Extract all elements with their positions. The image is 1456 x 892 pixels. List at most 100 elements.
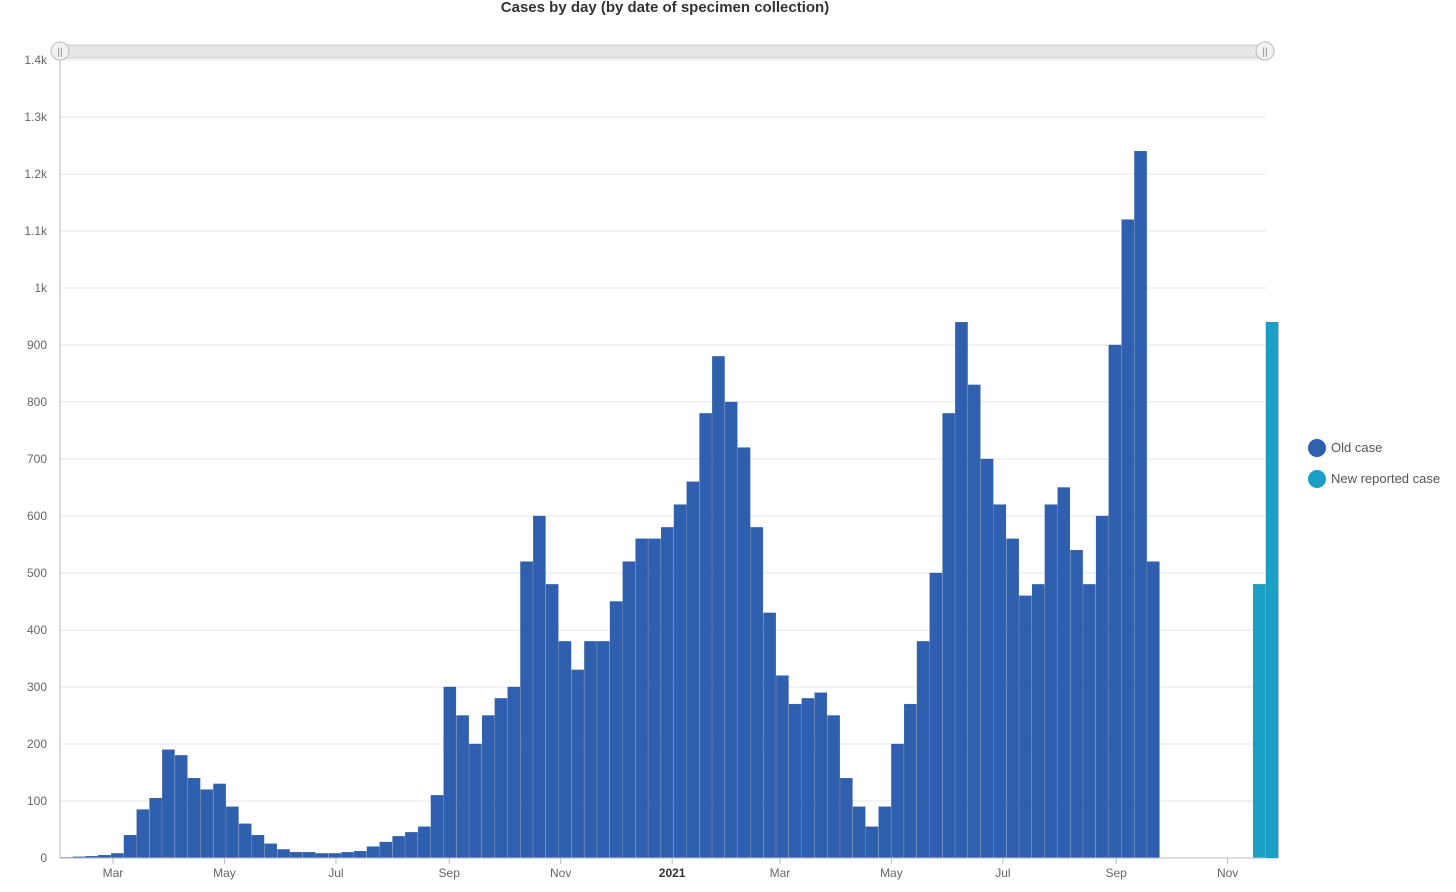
legend-label: Old case (1331, 440, 1383, 455)
bar-old-case[interactable] (852, 806, 866, 859)
bar-old-case[interactable] (724, 401, 738, 859)
bar-old-case[interactable] (443, 686, 457, 859)
bar-old-case[interactable] (891, 743, 904, 859)
bar-old-case[interactable] (456, 715, 469, 859)
bar-old-case[interactable] (392, 836, 405, 859)
bar-old-case[interactable] (481, 715, 495, 859)
bar-old-case[interactable] (622, 561, 636, 859)
x-tick-label: Sep (439, 866, 461, 880)
bar-old-case[interactable] (328, 853, 341, 859)
bar-old-case[interactable] (788, 703, 802, 859)
bar-old-case[interactable] (290, 852, 303, 859)
bar-old-case[interactable] (123, 835, 137, 859)
bar-old-case[interactable] (980, 458, 994, 859)
x-axis-ticks: Mar May Jul Sep Nov 2021 Mar May Jul Sep Nov (103, 858, 1238, 880)
bar-old-case[interactable] (277, 849, 290, 859)
bar-old-case[interactable] (507, 686, 521, 859)
bar-old-case[interactable] (341, 852, 354, 859)
bar-old-case[interactable] (1108, 344, 1122, 859)
x-tick-label: Mar (770, 866, 791, 880)
bar-old-case[interactable] (520, 561, 533, 859)
bar-old-case[interactable] (354, 851, 367, 859)
bar-old-case[interactable] (1147, 561, 1160, 859)
bar-old-case[interactable] (1044, 504, 1058, 859)
bar-new-reported-case[interactable] (1253, 584, 1266, 859)
bar-old-case[interactable] (533, 515, 546, 859)
bar-old-case[interactable] (264, 843, 277, 859)
bar-old-case[interactable] (993, 504, 1007, 859)
range-selector[interactable]: || || (50, 41, 1275, 61)
bar-old-case[interactable] (545, 584, 559, 859)
bar-old-case[interactable] (1134, 151, 1147, 859)
x-tick-label: Jul (995, 866, 1010, 880)
bar-old-case[interactable] (149, 798, 162, 859)
bar-new-reported-case[interactable] (1265, 322, 1279, 859)
range-selector-right-handle[interactable]: || (1255, 41, 1275, 61)
bar-old-case[interactable] (469, 743, 482, 859)
bar-old-case[interactable] (1006, 538, 1019, 859)
bar-old-case[interactable] (609, 601, 623, 859)
bar-old-case[interactable] (776, 675, 789, 859)
bar-old-case[interactable] (136, 809, 150, 859)
x-tick-label: Nov (1217, 866, 1238, 880)
bar-old-case[interactable] (238, 823, 252, 859)
bar-old-case[interactable] (814, 692, 828, 859)
bar-old-case[interactable] (213, 783, 226, 859)
bar-old-case[interactable] (162, 749, 175, 859)
bar-old-case[interactable] (827, 715, 840, 859)
bar-old-case[interactable] (878, 806, 891, 859)
bar-old-case[interactable] (174, 755, 188, 859)
bar-old-case[interactable] (699, 413, 712, 859)
bar-old-case[interactable] (379, 841, 393, 859)
bar-old-case[interactable] (1121, 219, 1134, 859)
y-tick-label: 400 (27, 623, 47, 637)
legend-item-new-reported-case[interactable]: New reported case (1308, 463, 1440, 494)
bar-old-case[interactable] (673, 504, 687, 859)
bar-old-case[interactable] (200, 789, 214, 859)
bar-old-case[interactable] (111, 853, 124, 859)
bar-old-case[interactable] (865, 826, 879, 859)
bar-old-case[interactable] (430, 795, 444, 859)
bar-old-case[interactable] (904, 703, 917, 859)
bar-old-case[interactable] (750, 527, 764, 859)
bar-old-case[interactable] (763, 612, 776, 859)
bar-old-case[interactable] (1083, 584, 1096, 859)
bar-old-case[interactable] (648, 538, 661, 859)
bar-old-case[interactable] (366, 846, 380, 859)
bar-old-case[interactable] (226, 806, 239, 859)
bar-old-case[interactable] (405, 832, 418, 859)
bar-old-case[interactable] (1095, 515, 1109, 859)
bar-old-case[interactable] (929, 572, 943, 859)
bar-old-case[interactable] (916, 641, 930, 859)
bar-old-case[interactable] (1019, 595, 1032, 859)
bar-old-case[interactable] (558, 641, 572, 859)
y-axis-ticks: 0 100 200 300 400 500 600 700 800 900 1k 1.1k 1.2k 1.… (24, 53, 48, 865)
bar-old-case[interactable] (584, 641, 597, 859)
bar-old-case[interactable] (661, 527, 674, 859)
bar-old-case[interactable] (315, 853, 329, 859)
bar-old-case[interactable] (840, 778, 853, 859)
bar-old-case[interactable] (635, 538, 648, 859)
bar-old-case[interactable] (417, 826, 431, 859)
bar-old-case[interactable] (187, 778, 201, 859)
bar-old-case[interactable] (251, 835, 265, 859)
bar-old-case[interactable] (1070, 550, 1083, 859)
bar-old-case[interactable] (494, 698, 508, 859)
bar-old-case[interactable] (686, 481, 700, 859)
bar-old-case[interactable] (597, 641, 610, 859)
bar-old-case[interactable] (942, 413, 955, 859)
bar-old-case[interactable] (737, 447, 751, 859)
bar-old-case[interactable] (955, 322, 968, 859)
bar-old-case[interactable] (712, 356, 725, 859)
legend-item-old-case[interactable]: Old case (1308, 432, 1440, 463)
bar-old-case[interactable] (801, 698, 815, 859)
bar-old-case[interactable] (1057, 487, 1071, 859)
range-selector-left-handle[interactable]: || (50, 41, 70, 61)
bar-old-case[interactable] (968, 384, 981, 859)
bar-old-case[interactable] (571, 669, 584, 859)
bar-old-case[interactable] (1031, 584, 1045, 859)
y-tick-label: 1k (34, 281, 48, 295)
bar-old-case[interactable] (302, 852, 316, 859)
range-selector-track[interactable] (59, 44, 1267, 59)
